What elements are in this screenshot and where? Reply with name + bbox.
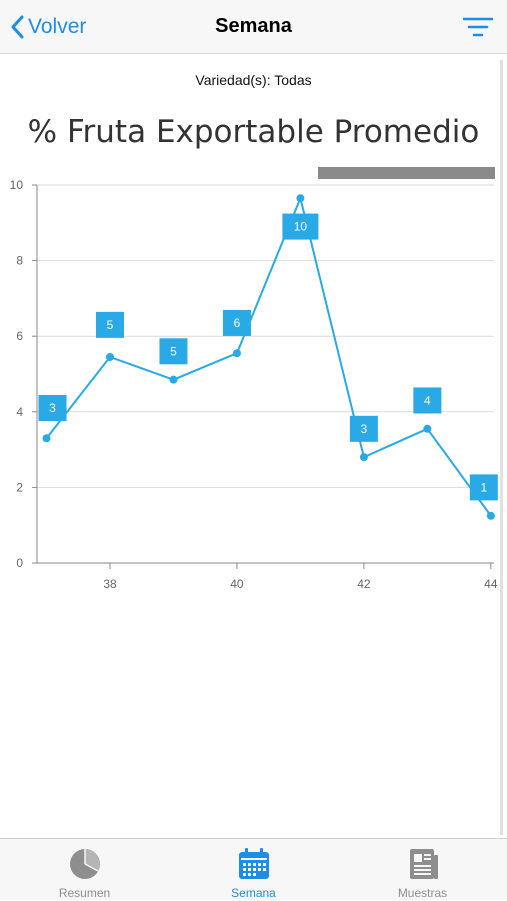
x-tick-label: 44 bbox=[484, 577, 498, 591]
navigation-bar: Volver Semana bbox=[0, 0, 507, 54]
page-title: Semana bbox=[215, 15, 292, 37]
chevron-left-icon bbox=[11, 15, 24, 39]
data-label: 3 bbox=[361, 422, 368, 436]
data-label: 1 bbox=[480, 480, 487, 494]
calendar-icon bbox=[238, 848, 269, 879]
tab-label-resumen: Resumen bbox=[58, 886, 111, 900]
data-point bbox=[359, 453, 368, 462]
data-label-box bbox=[38, 395, 67, 422]
tab-label-semana: Semana bbox=[231, 886, 276, 900]
y-tick-label: 6 bbox=[16, 329, 23, 343]
tab-bar: Resumen Semana Muestras bbox=[0, 838, 507, 900]
data-label-box bbox=[413, 387, 442, 414]
back-button[interactable]: Volver bbox=[10, 12, 86, 42]
series-line bbox=[45, 197, 492, 517]
data-label: 3 bbox=[49, 401, 56, 415]
data-label-box bbox=[222, 309, 251, 336]
y-tick-label: 0 bbox=[16, 556, 23, 570]
line-chart: 0 2 4 6 8 10 38 40 42 44 3 5 5 6 10 3 4 1 bbox=[10, 178, 498, 591]
data-point bbox=[105, 352, 114, 361]
chart-title: % Fruta Exportable Promedio bbox=[27, 114, 480, 150]
data-point bbox=[232, 349, 241, 358]
chart-zoom-scrollbar[interactable] bbox=[318, 167, 495, 179]
x-tick-label: 40 bbox=[230, 577, 244, 591]
y-tick-label: 2 bbox=[16, 480, 23, 494]
tab-label-muestras: Muestras bbox=[397, 886, 448, 900]
vertical-scroll-indicator bbox=[500, 60, 503, 835]
data-label: 10 bbox=[294, 220, 308, 234]
filter-button[interactable] bbox=[462, 16, 494, 38]
filter-icon bbox=[462, 17, 494, 37]
tab-resumen[interactable]: Resumen bbox=[0, 839, 169, 901]
x-tick-label: 42 bbox=[357, 577, 371, 591]
pie-chart-icon bbox=[69, 849, 100, 879]
data-label-box bbox=[95, 311, 124, 338]
data-point bbox=[42, 434, 51, 443]
data-point bbox=[486, 511, 495, 520]
x-tick-label: 38 bbox=[103, 577, 117, 591]
tab-muestras[interactable]: Muestras bbox=[338, 839, 507, 901]
data-label: 4 bbox=[424, 393, 431, 407]
data-label-box bbox=[159, 338, 188, 365]
y-tick-label: 4 bbox=[16, 405, 23, 419]
back-label: Volver bbox=[28, 15, 87, 38]
tab-semana[interactable]: Semana bbox=[169, 839, 338, 901]
variety-subtitle: Variedad(s): Todas bbox=[195, 72, 312, 88]
data-label: 6 bbox=[234, 316, 241, 330]
newspaper-icon bbox=[409, 849, 438, 879]
data-point bbox=[169, 375, 178, 384]
data-label: 5 bbox=[107, 318, 114, 332]
data-point bbox=[296, 194, 305, 203]
data-label: 5 bbox=[170, 344, 177, 358]
data-label-box bbox=[349, 415, 378, 442]
data-label-box bbox=[282, 213, 319, 240]
data-label-box bbox=[469, 474, 498, 501]
y-tick-label: 10 bbox=[10, 178, 24, 192]
data-point bbox=[423, 424, 432, 433]
y-tick-label: 8 bbox=[16, 254, 23, 268]
